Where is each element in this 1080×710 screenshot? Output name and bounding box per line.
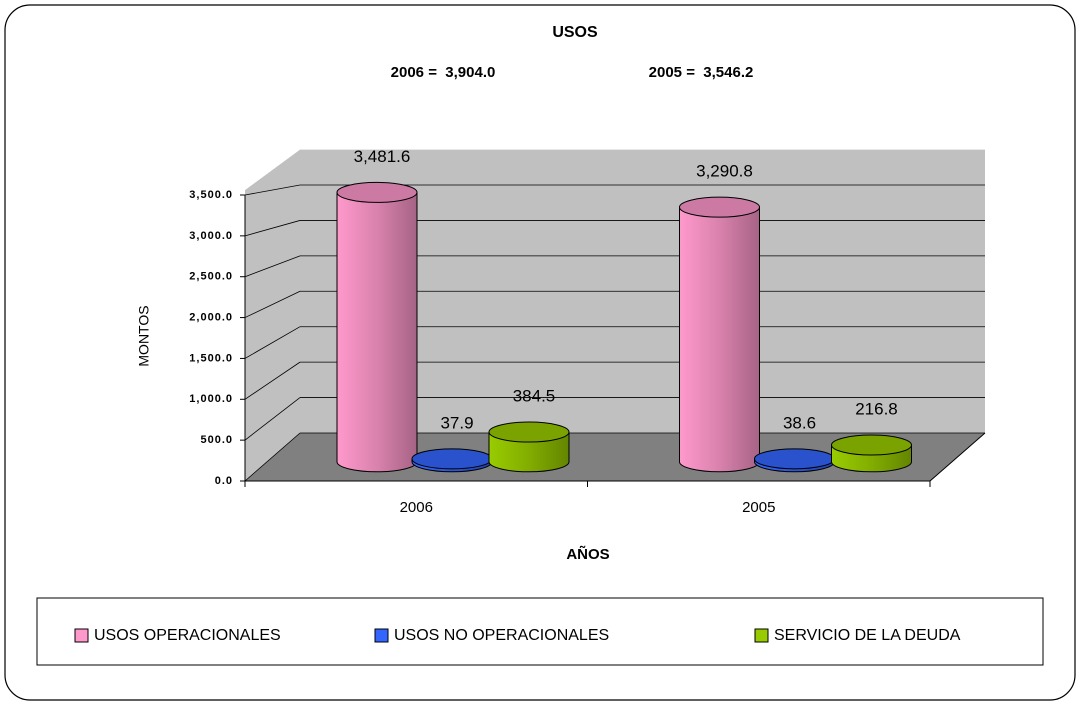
y-tick-label: 2,000.0 xyxy=(189,311,233,323)
legend-label: USOS NO OPERACIONALES xyxy=(394,627,609,644)
bar xyxy=(488,431,570,473)
y-axis-label: MONTOS xyxy=(136,305,152,366)
grid-line xyxy=(244,361,301,400)
legend-label: USOS OPERACIONALES xyxy=(94,627,281,644)
bar-cap xyxy=(754,448,835,470)
grid-line xyxy=(244,432,301,482)
data-label: 3,481.6 xyxy=(354,147,411,166)
grid-line xyxy=(244,255,301,278)
grid-line xyxy=(244,326,301,359)
y-tick-label: 0.0 xyxy=(215,475,233,487)
y-tick-label: 1,500.0 xyxy=(189,352,233,364)
y-tick-label: 3,500.0 xyxy=(189,189,233,201)
legend-label: SERVICIO DE LA DEUDA xyxy=(774,627,961,644)
bar xyxy=(679,206,760,473)
grid-line xyxy=(244,290,301,318)
x-tick-label: 2005 xyxy=(742,499,775,516)
side-wall xyxy=(245,149,300,482)
grid-line xyxy=(244,397,301,441)
floor-edge xyxy=(929,432,986,482)
x-tick-label: 2006 xyxy=(400,499,433,516)
annotation: 2006 = 3,904.0 xyxy=(391,64,496,81)
data-label: 384.5 xyxy=(513,387,556,406)
grid-line xyxy=(244,184,301,196)
bar xyxy=(336,191,418,473)
y-tick-label: 1,000.0 xyxy=(189,393,233,405)
chart-title: USOS xyxy=(552,24,598,41)
legend-swatch xyxy=(754,628,769,643)
legend xyxy=(36,597,1044,666)
y-tick-label: 2,500.0 xyxy=(189,271,233,283)
bar-cap xyxy=(488,421,570,443)
data-label: 216.8 xyxy=(855,400,898,419)
y-tick-label: 500.0 xyxy=(200,434,233,446)
bar-cap xyxy=(831,434,912,456)
annotation: 2005 = 3,546.2 xyxy=(649,64,754,81)
x-axis-label: AÑOS xyxy=(566,545,609,563)
grid-line xyxy=(244,220,301,237)
data-label: 38.6 xyxy=(783,413,816,432)
legend-swatch xyxy=(374,628,389,643)
data-label: 37.9 xyxy=(440,413,473,432)
legend-swatch xyxy=(74,628,89,643)
bar-cap xyxy=(336,181,418,203)
bar-cap xyxy=(411,448,493,470)
y-tick-label: 3,000.0 xyxy=(189,230,233,242)
bar-cap xyxy=(679,196,760,218)
data-label: 3,290.8 xyxy=(696,162,753,181)
